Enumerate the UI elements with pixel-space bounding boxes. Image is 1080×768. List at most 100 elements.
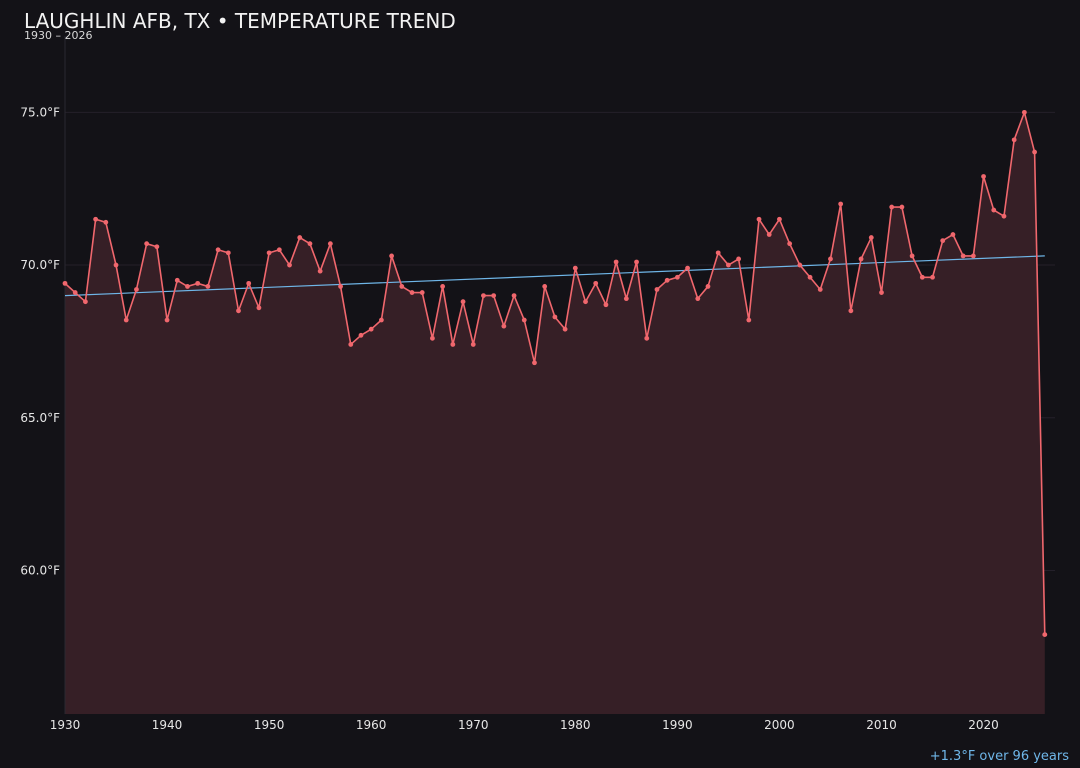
data-point: [481, 293, 486, 298]
data-point: [787, 241, 793, 247]
x-tick-label: 2010: [866, 718, 897, 732]
data-point: [368, 326, 374, 332]
data-point: [685, 265, 690, 271]
data-point: [807, 274, 813, 280]
data-point: [879, 290, 884, 295]
data-point: [654, 287, 660, 292]
data-point: [225, 250, 231, 256]
data-point: [154, 244, 160, 250]
data-point: [338, 284, 343, 289]
data-point: [276, 247, 282, 253]
data-point: [113, 262, 119, 268]
area-layer: [65, 112, 1045, 715]
data-point: [542, 284, 548, 289]
data-point: [1011, 137, 1017, 143]
data-point: [317, 268, 323, 274]
data-point: [358, 332, 364, 338]
data-point: [572, 265, 578, 271]
x-tick-label: 1970: [458, 718, 489, 732]
x-tick-label: 1930: [50, 718, 81, 732]
data-point: [889, 204, 895, 210]
data-point: [123, 317, 129, 323]
data-point: [144, 241, 150, 247]
data-point: [644, 335, 650, 341]
data-point: [664, 277, 670, 283]
x-tick-label: 1980: [560, 718, 591, 732]
chart-title: LAUGHLIN AFB, TX • TEMPERATURE TREND: [24, 9, 456, 33]
data-point: [848, 308, 854, 314]
data-point: [899, 204, 905, 210]
data-point: [195, 280, 201, 286]
data-point: [134, 287, 139, 292]
y-tick-label: 75.0°F: [20, 105, 60, 119]
data-point: [623, 296, 629, 302]
data-point: [419, 290, 425, 295]
data-point: [746, 317, 752, 323]
data-point: [960, 253, 966, 259]
data-point: [552, 314, 558, 320]
y-tick-label: 60.0°F: [20, 563, 60, 577]
trend-line: [64, 255, 1045, 297]
data-point: [715, 250, 721, 256]
data-point: [72, 290, 78, 295]
data-point: [83, 299, 88, 305]
data-point: [491, 293, 497, 298]
data-point: [705, 284, 711, 289]
data-point: [266, 250, 272, 256]
data-point: [215, 247, 221, 253]
data-point: [164, 317, 170, 323]
data-point: [327, 241, 333, 247]
data-point: [828, 256, 833, 262]
x-tick-label: 1940: [152, 718, 183, 732]
y-tick-label: 65.0°F: [20, 411, 60, 425]
data-point: [521, 317, 527, 323]
data-point: [736, 256, 742, 262]
data-point: [205, 284, 211, 289]
data-point: [236, 308, 241, 314]
data-point: [1032, 149, 1037, 155]
data-point: [93, 216, 99, 222]
data-point: [1021, 109, 1027, 115]
data-point: [399, 284, 405, 289]
data-point: [940, 238, 946, 244]
data-point: [562, 326, 568, 332]
data-point: [103, 219, 109, 225]
data-point: [511, 293, 517, 298]
x-tick-label: 2000: [764, 718, 795, 732]
data-point: [970, 253, 976, 259]
data-point: [460, 299, 466, 305]
data-point: [674, 274, 680, 280]
data-point: [185, 284, 190, 289]
data-point: [777, 216, 782, 222]
data-point: [868, 235, 874, 240]
data-point: [287, 262, 292, 268]
data-point: [246, 280, 252, 286]
data-point: [470, 342, 476, 347]
data-point: [634, 259, 639, 265]
x-tick-label: 2020: [968, 718, 999, 732]
data-point: [450, 342, 456, 347]
x-tick-label: 1960: [356, 718, 387, 732]
data-point: [583, 299, 588, 305]
data-point: [532, 360, 537, 366]
data-point: [307, 241, 313, 247]
data-point: [858, 256, 864, 262]
data-point: [603, 302, 609, 308]
data-point: [501, 323, 507, 329]
y-tick-labels: 60.0°F 65.0°F 70.0°F 75.0°F: [20, 105, 60, 577]
data-point: [766, 232, 772, 237]
data-point: [1042, 632, 1048, 637]
data-point: [440, 284, 446, 289]
data-point: [919, 274, 925, 280]
data-point: [389, 253, 394, 259]
data-point: [756, 216, 762, 222]
trend-layer: [64, 255, 1045, 297]
data-point: [297, 235, 303, 240]
data-point: [797, 262, 803, 268]
data-point: [348, 342, 354, 347]
data-point: [817, 287, 823, 292]
data-point: [430, 335, 435, 341]
temperature-area: [65, 112, 1045, 715]
data-point: [256, 305, 262, 311]
